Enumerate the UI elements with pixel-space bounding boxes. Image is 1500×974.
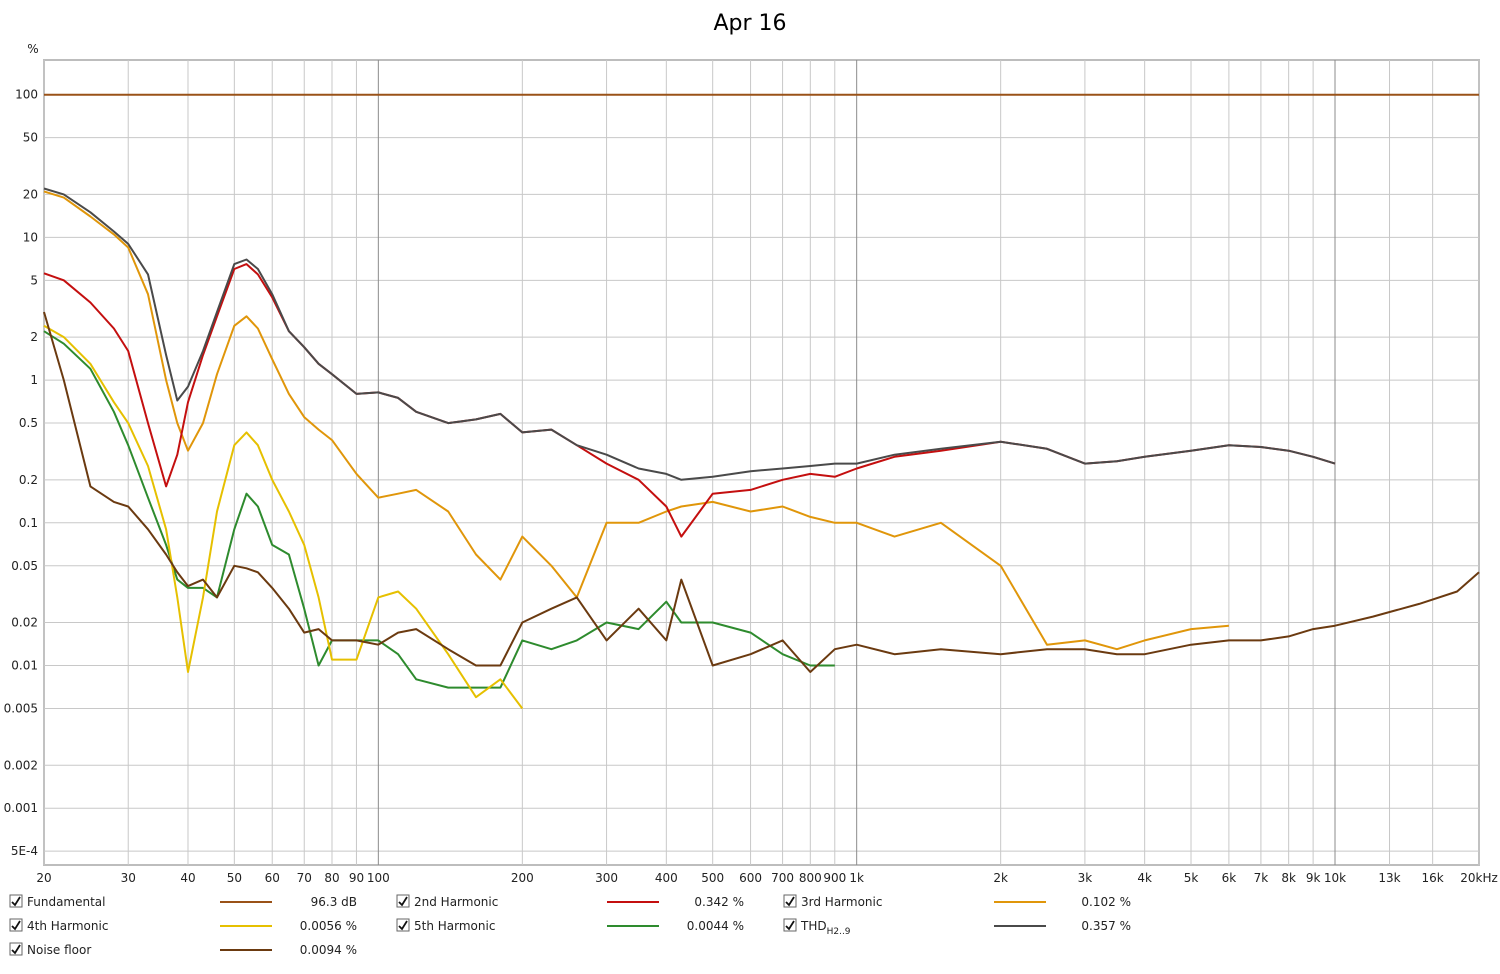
series-line [43, 311, 1480, 673]
checkbox[interactable] [9, 942, 23, 956]
grid [43, 60, 1480, 865]
x-tick-label: 10k [1324, 871, 1346, 885]
x-tick-label: 13k [1378, 871, 1400, 885]
x-tick-label: 300 [595, 871, 618, 885]
y-tick-label: 0.001 [4, 801, 38, 815]
y-tick-label: 2 [30, 330, 38, 344]
legend-readout: 0.357 % [1081, 919, 1131, 933]
x-tick-label: 9k [1306, 871, 1321, 885]
y-tick-label: 50 [23, 131, 38, 145]
legend-checkbox[interactable] [783, 918, 797, 932]
legend-checkbox[interactable] [783, 894, 797, 908]
y-tick-label: 5 [30, 273, 38, 287]
legend-label: 4th Harmonic [27, 919, 108, 933]
x-tick-label: 100 [367, 871, 390, 885]
x-tick-label: 70 [297, 871, 312, 885]
x-tick-label: 60 [265, 871, 280, 885]
x-tick-label: 20 [36, 871, 51, 885]
y-tick-label: 100 [15, 88, 38, 102]
y-tick-label: 0.5 [19, 416, 38, 430]
plot-frame [43, 59, 1480, 866]
y-tick-label: 0.005 [4, 701, 38, 715]
x-tick-label: 7k [1254, 871, 1269, 885]
x-tick-label: 4k [1137, 871, 1152, 885]
checkmark[interactable] [398, 896, 408, 907]
legend-readout: 0.342 % [694, 895, 744, 909]
x-tick-label: 40 [180, 871, 195, 885]
x-tick-label: 700 [771, 871, 794, 885]
x-tick-label: 6k [1222, 871, 1237, 885]
y-tick-label: 0.1 [19, 516, 38, 530]
checkbox[interactable] [783, 918, 797, 932]
x-tick-label: 800 [799, 871, 822, 885]
y-tick-label: 5E-4 [11, 844, 38, 858]
checkbox[interactable] [783, 894, 797, 908]
checkmark[interactable] [11, 944, 21, 955]
checkmark[interactable] [398, 920, 408, 931]
x-tick-label: 400 [655, 871, 678, 885]
y-tick-label: 0.2 [19, 473, 38, 487]
chart-title: Apr 16 [713, 11, 786, 36]
x-tick-label: 200 [511, 871, 534, 885]
series-line [43, 187, 1336, 481]
y-tick-label: 0.05 [11, 559, 38, 573]
legend-checkbox[interactable] [9, 942, 23, 956]
y-tick-label: 1 [30, 373, 38, 387]
legend-label: 3rd Harmonic [801, 895, 882, 909]
legend-label: THDH2..9 [800, 919, 851, 937]
legend-checkbox[interactable] [396, 894, 410, 908]
legend-label-sub: H2..9 [827, 927, 851, 937]
checkmark[interactable] [785, 920, 795, 931]
legend-label: 5th Harmonic [414, 919, 495, 933]
x-tick-label: 50 [227, 871, 242, 885]
legend-readout: 0.0094 % [300, 943, 357, 957]
x-tick-label: 900 [823, 871, 846, 885]
series-line [43, 190, 1229, 651]
y-tick-label: 0.02 [11, 616, 38, 630]
y-tick-label: 20 [23, 187, 38, 201]
legend-readout: 0.0056 % [300, 919, 357, 933]
y-tick-label: 0.002 [4, 758, 38, 772]
checkmark[interactable] [785, 896, 795, 907]
x-tick-label: 1k [849, 871, 864, 885]
x-tick-label: 30 [121, 871, 136, 885]
y-tick-label: 0.01 [11, 659, 38, 673]
x-tick-label: 20kHz [1460, 871, 1498, 885]
y-tick-label: 10 [23, 230, 38, 244]
checkbox[interactable] [9, 894, 23, 908]
legend-checkbox[interactable] [396, 918, 410, 932]
legend-label: Fundamental [27, 895, 106, 909]
series-line [43, 324, 524, 710]
legend-label: Noise floor [27, 943, 91, 957]
x-tick-label: 16k [1422, 871, 1444, 885]
checkmark[interactable] [11, 896, 21, 907]
checkbox[interactable] [396, 918, 410, 932]
x-tick-label: 80 [324, 871, 339, 885]
checkbox[interactable] [9, 918, 23, 932]
x-tick-label: 3k [1078, 871, 1093, 885]
legend-checkbox[interactable] [9, 918, 23, 932]
x-tick-label: 90 [349, 871, 364, 885]
y-unit: % [27, 42, 38, 56]
x-tick-label: 8k [1281, 871, 1296, 885]
legend-readout: 0.102 % [1081, 895, 1131, 909]
x-tick-label: 5k [1184, 871, 1199, 885]
x-tick-label: 2k [993, 871, 1008, 885]
checkmark[interactable] [11, 920, 21, 931]
checkbox[interactable] [396, 894, 410, 908]
x-tick-label: 600 [739, 871, 762, 885]
legend-readout: 96.3 dB [311, 895, 357, 909]
legend-label: 2nd Harmonic [414, 895, 498, 909]
x-tick-label: 500 [701, 871, 724, 885]
legend-readout: 0.0044 % [687, 919, 744, 933]
legend-checkbox[interactable] [9, 894, 23, 908]
